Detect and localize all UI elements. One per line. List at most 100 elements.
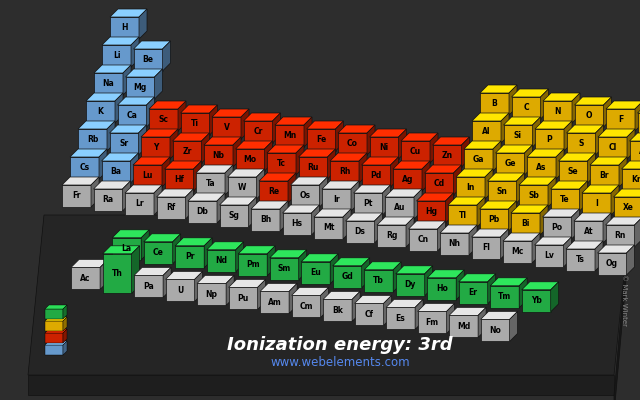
Polygon shape (606, 101, 640, 109)
Polygon shape (322, 189, 351, 211)
Text: Mg: Mg (133, 84, 147, 92)
Polygon shape (362, 165, 390, 187)
Polygon shape (338, 133, 367, 155)
Polygon shape (464, 149, 493, 171)
Text: O: O (586, 112, 592, 120)
Polygon shape (418, 311, 447, 333)
Polygon shape (45, 345, 63, 355)
Polygon shape (418, 303, 454, 311)
Polygon shape (225, 165, 233, 195)
Text: Pm: Pm (246, 260, 259, 269)
Polygon shape (352, 291, 360, 321)
Polygon shape (312, 205, 319, 235)
Polygon shape (291, 185, 319, 207)
Polygon shape (575, 97, 611, 105)
Text: Bi: Bi (522, 220, 530, 228)
Polygon shape (149, 109, 178, 131)
Polygon shape (630, 133, 640, 141)
Polygon shape (241, 109, 249, 139)
Polygon shape (495, 145, 532, 153)
Polygon shape (93, 189, 122, 211)
Polygon shape (125, 185, 162, 193)
Polygon shape (383, 295, 392, 325)
Polygon shape (236, 242, 244, 272)
Polygon shape (157, 197, 186, 219)
Polygon shape (511, 97, 541, 119)
Polygon shape (500, 229, 509, 259)
Text: Hf: Hf (174, 176, 184, 184)
Polygon shape (430, 133, 438, 163)
Polygon shape (359, 153, 367, 183)
Polygon shape (243, 121, 273, 143)
Polygon shape (141, 230, 149, 260)
Polygon shape (45, 329, 67, 333)
Text: Po: Po (552, 224, 563, 232)
Text: C: C (523, 104, 529, 112)
Polygon shape (516, 173, 525, 203)
Text: I: I (595, 200, 598, 208)
Polygon shape (301, 254, 338, 262)
Text: Ag: Ag (402, 176, 413, 184)
Text: Cl: Cl (609, 144, 616, 152)
Polygon shape (550, 282, 559, 312)
Text: Tl: Tl (458, 212, 467, 220)
Polygon shape (401, 133, 438, 141)
Polygon shape (503, 233, 540, 241)
Text: Pa: Pa (143, 282, 154, 291)
Text: Lv: Lv (544, 252, 554, 260)
Polygon shape (614, 197, 640, 219)
Polygon shape (611, 185, 619, 215)
Polygon shape (540, 205, 548, 235)
Polygon shape (301, 262, 330, 284)
Text: Pd: Pd (371, 172, 381, 180)
Text: Zn: Zn (442, 152, 452, 160)
Text: Pu: Pu (237, 294, 249, 303)
Polygon shape (343, 209, 351, 239)
Polygon shape (488, 181, 516, 203)
Polygon shape (438, 221, 445, 251)
Polygon shape (63, 305, 67, 319)
Text: H: H (121, 24, 128, 32)
Polygon shape (440, 233, 469, 255)
Polygon shape (630, 141, 640, 163)
Polygon shape (479, 209, 509, 231)
Polygon shape (282, 213, 312, 235)
Polygon shape (188, 193, 225, 201)
Text: Sc: Sc (159, 116, 168, 124)
Polygon shape (550, 181, 588, 189)
Polygon shape (614, 215, 630, 400)
Polygon shape (355, 303, 383, 325)
Polygon shape (173, 234, 180, 264)
Text: Cf: Cf (365, 310, 374, 319)
Polygon shape (267, 153, 296, 175)
Text: Lr: Lr (135, 200, 144, 208)
Text: www.webelements.com: www.webelements.com (270, 356, 410, 370)
Polygon shape (519, 177, 556, 185)
Polygon shape (509, 311, 518, 341)
Polygon shape (178, 101, 186, 131)
Polygon shape (548, 177, 556, 207)
Polygon shape (333, 266, 362, 288)
Text: Rn: Rn (614, 232, 626, 240)
Polygon shape (408, 221, 445, 229)
Text: F: F (618, 116, 623, 124)
Text: Fl: Fl (482, 244, 490, 252)
Polygon shape (406, 217, 414, 247)
Text: K: K (97, 108, 104, 116)
Polygon shape (477, 197, 485, 227)
Text: Y: Y (153, 144, 158, 152)
Polygon shape (307, 121, 344, 129)
Polygon shape (107, 121, 115, 151)
Polygon shape (134, 49, 163, 71)
Polygon shape (390, 157, 399, 187)
Polygon shape (134, 267, 171, 275)
Polygon shape (367, 125, 375, 155)
Polygon shape (440, 225, 477, 233)
Polygon shape (417, 201, 445, 223)
Text: La: La (122, 244, 132, 253)
Polygon shape (566, 133, 595, 155)
Polygon shape (202, 133, 209, 163)
Polygon shape (456, 177, 485, 199)
Polygon shape (248, 197, 257, 227)
Polygon shape (330, 161, 359, 183)
